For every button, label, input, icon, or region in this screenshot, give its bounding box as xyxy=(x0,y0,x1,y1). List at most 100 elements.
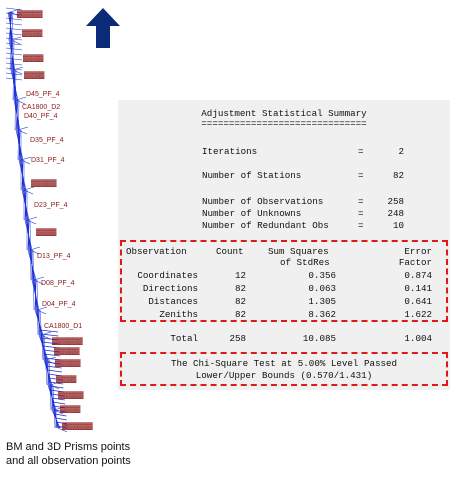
network-line xyxy=(5,77,23,81)
point-label-d40: D40_PF_4 xyxy=(24,113,58,120)
network-line xyxy=(29,249,40,255)
row-observation: Coordinates xyxy=(137,270,198,281)
caption: BM and 3D Prisms points and all observat… xyxy=(6,440,131,468)
network-line xyxy=(33,276,45,281)
point-label-top-4: ▓▓▓▓ xyxy=(24,72,45,79)
observation-table-highlight xyxy=(120,240,448,322)
network-line xyxy=(47,369,63,373)
network-line xyxy=(49,381,64,385)
total-sum: 10.085 xyxy=(302,333,336,344)
network-line xyxy=(50,385,64,389)
col-header-observation: Observation xyxy=(126,246,187,257)
network-line xyxy=(10,39,21,45)
unknowns-value: 248 xyxy=(387,208,404,219)
network-line xyxy=(5,42,23,46)
row-sum: 0.356 xyxy=(308,270,336,281)
point-label-bottom: ▓▓▓▓▓▓ xyxy=(62,423,93,430)
row-observation: Zeniths xyxy=(159,309,198,320)
point-label-top-2: ▓▓▓▓ xyxy=(22,30,43,37)
stations-eq: = xyxy=(358,170,364,181)
observations-eq: = xyxy=(358,196,364,207)
chi-square-highlight xyxy=(120,352,448,386)
stations-label: Number of Stations xyxy=(202,170,302,181)
row-sum: 0.063 xyxy=(308,283,336,294)
network-line xyxy=(26,216,38,221)
point-label-d23: D23_PF_4 xyxy=(34,202,68,209)
network-line xyxy=(32,249,35,311)
point-label-d08: D08_PF_4 xyxy=(41,280,75,287)
network-line xyxy=(57,424,69,429)
network-line xyxy=(42,345,60,349)
col-header-of-stdres: of StdRes xyxy=(280,257,330,268)
point-label-d35: D35_PF_4 xyxy=(30,137,64,144)
iterations-eq: = xyxy=(358,146,364,157)
network-line xyxy=(12,66,24,71)
network-line xyxy=(5,32,23,36)
row-observation: Distances xyxy=(148,296,198,307)
survey-network-diagram: ▓▓▓▓▓ ▓▓▓▓ ▓▓▓▓ ▓▓▓▓ D45_PF_4 CA1800_D2 … xyxy=(0,0,130,440)
network-line xyxy=(53,405,66,409)
caption-line-2: and all observation points xyxy=(6,455,131,467)
network-line xyxy=(20,159,31,165)
point-label-d45: D45_PF_4 xyxy=(26,91,60,98)
row-factor: 0.141 xyxy=(404,283,432,294)
row-count: 12 xyxy=(234,270,246,281)
unknowns-label: Number of Unknowns xyxy=(202,208,302,219)
network-line xyxy=(33,279,44,285)
network-line xyxy=(5,57,23,61)
point-label-cluster-3: ▓▓▓▓▓ xyxy=(55,360,81,367)
network-lines xyxy=(5,7,69,433)
point-label-cluster-6: ▓▓▓▓ xyxy=(60,406,81,413)
network-line xyxy=(20,156,32,161)
network-line xyxy=(15,96,27,101)
point-label-d31: D31_PF_4 xyxy=(31,157,65,164)
network-line xyxy=(49,381,61,386)
network-line xyxy=(57,425,68,429)
row-sum: 8.362 xyxy=(308,309,336,320)
point-label-cluster-2: ▓▓▓▓▓ xyxy=(54,348,80,355)
network-line xyxy=(42,341,60,345)
row-factor: 0.641 xyxy=(404,296,432,307)
summary-title: Adjustment Statistical Summary xyxy=(201,108,367,119)
total-factor: 1.004 xyxy=(404,333,432,344)
network-line xyxy=(43,349,61,353)
network-line xyxy=(52,397,65,401)
network-line xyxy=(5,27,23,31)
network-line xyxy=(56,421,68,425)
network-line xyxy=(36,309,47,315)
point-label-mid-1: ▓▓▓▓▓ xyxy=(31,180,57,187)
point-label-top-1: ▓▓▓▓▓ xyxy=(17,11,43,18)
network-line xyxy=(17,126,29,131)
adjustment-summary-panel: Adjustment Statistical Summary =========… xyxy=(118,100,450,390)
network-line xyxy=(40,333,59,337)
point-label-mid-2: ▓▓▓▓ xyxy=(36,229,57,236)
total-count: 258 xyxy=(229,333,246,344)
network-line xyxy=(26,219,37,225)
network-line xyxy=(29,246,41,251)
network-line xyxy=(5,12,23,16)
row-observation: Directions xyxy=(142,283,198,294)
row-sum: 1.305 xyxy=(308,296,336,307)
network-line xyxy=(54,409,67,413)
caption-line-1: BM and 3D Prisms points xyxy=(6,441,131,453)
observations-label: Number of Observations xyxy=(202,196,324,207)
network-line xyxy=(50,389,65,393)
network-line xyxy=(17,129,28,135)
network-line xyxy=(40,334,51,340)
col-header-sum-squares: Sum Squares xyxy=(268,246,329,257)
network-line xyxy=(12,69,23,75)
network-line xyxy=(5,52,23,56)
redundant-label: Number of Redundant Obs xyxy=(202,220,329,231)
network-line xyxy=(5,37,23,41)
network-line xyxy=(5,67,23,71)
network-line xyxy=(5,22,23,26)
col-header-factor: Factor xyxy=(398,257,432,268)
network-line xyxy=(47,373,63,377)
network-line xyxy=(5,7,23,11)
north-arrow-icon xyxy=(86,8,120,48)
row-factor: 0.874 xyxy=(404,270,432,281)
row-count: 82 xyxy=(234,283,246,294)
network-line xyxy=(5,62,23,66)
point-label-d13: D13_PF_4 xyxy=(37,253,71,260)
row-count: 82 xyxy=(234,309,246,320)
